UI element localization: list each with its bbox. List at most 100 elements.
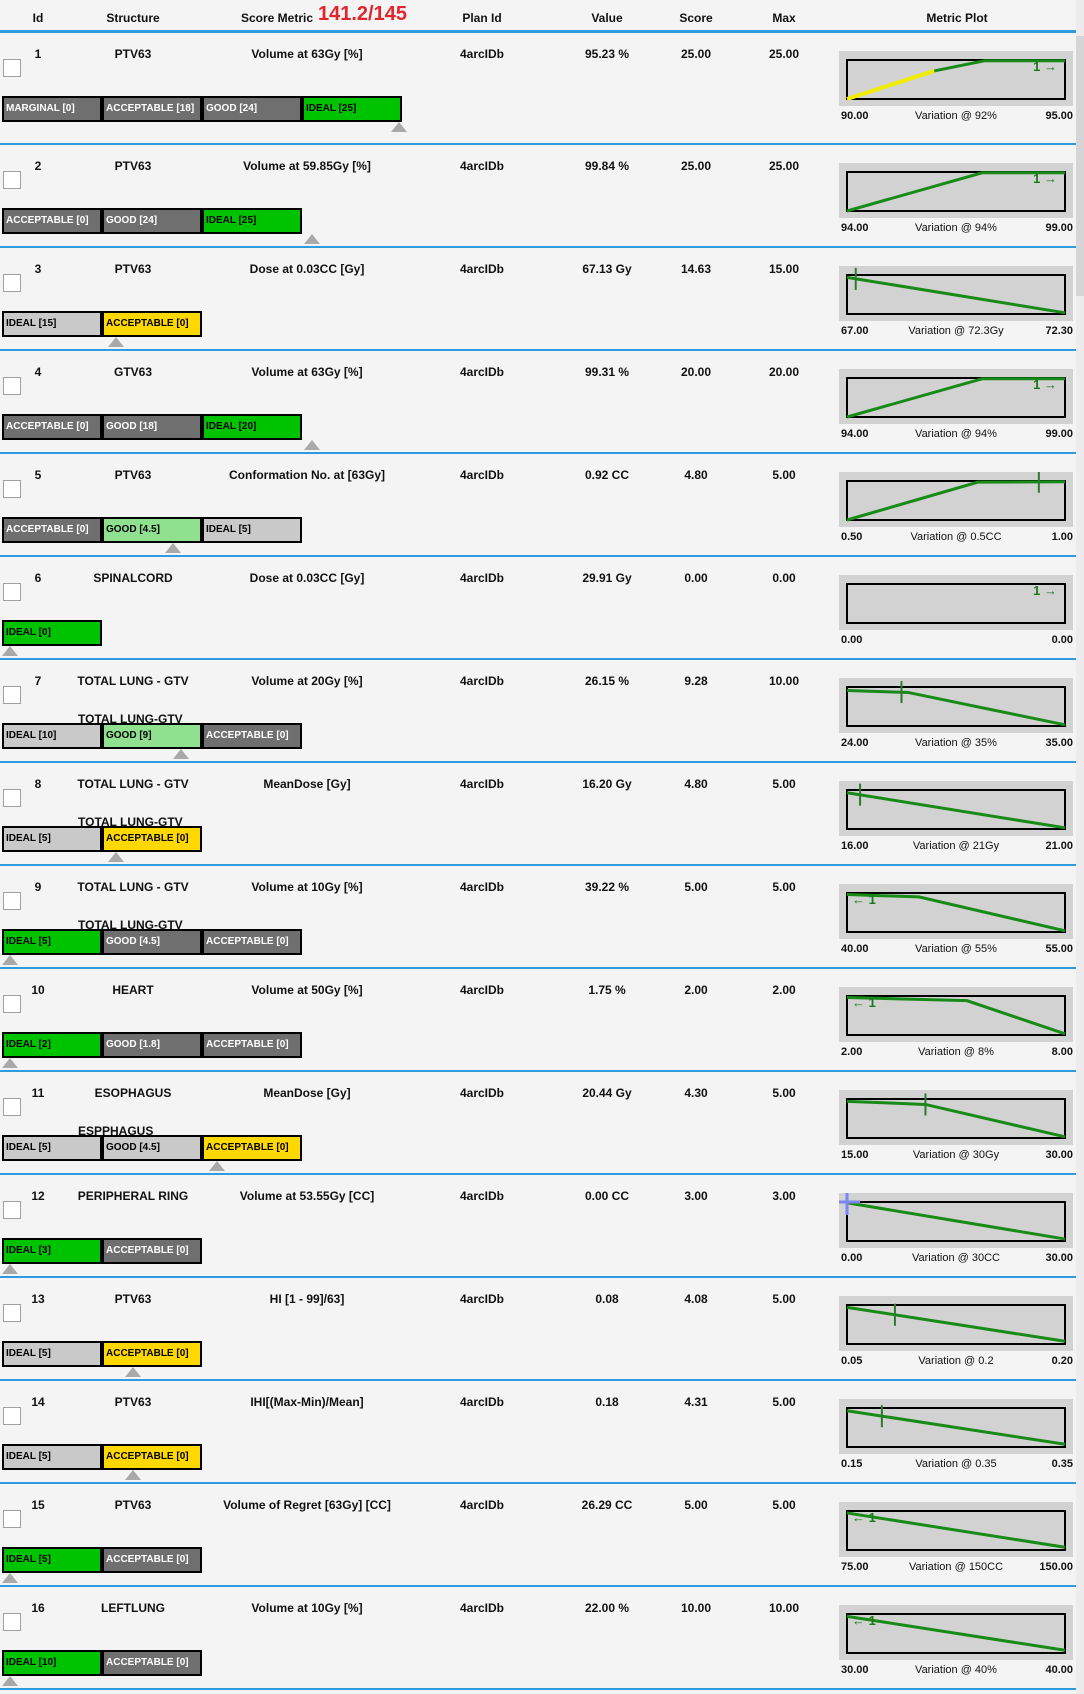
score-range-segment: IDEAL [5]	[2, 929, 102, 955]
score-range-bar: IDEAL [3] ACCEPTABLE [0]	[2, 1238, 202, 1264]
column-header-metric-plot: Metric Plot	[926, 11, 988, 25]
row-max: 25.00	[768, 47, 800, 61]
row-checkbox[interactable]	[3, 377, 21, 395]
row-value: 0.92 CC	[584, 468, 630, 482]
row-plan-id: 4arcIDb	[459, 1292, 505, 1306]
score-range-segment: IDEAL [5]	[202, 517, 302, 543]
metric-plot-labels: 0.00 Variation @ 30CC 30.00	[839, 1252, 1073, 1266]
score-pointer-triangle[interactable]	[108, 337, 124, 347]
score-pointer-triangle[interactable]	[173, 749, 189, 759]
plot-arrow-right-icon: 1 →	[1033, 171, 1057, 186]
scorecard-row: 5 PTV63 Conformation No. at [63Gy] 4arcI…	[0, 454, 1076, 557]
row-score: 4.80	[684, 777, 708, 791]
row-max: 5.00	[772, 1498, 796, 1512]
metric-plot-panel	[839, 1399, 1073, 1454]
row-checkbox[interactable]	[3, 1098, 21, 1116]
score-range-segment: IDEAL [3]	[2, 1238, 102, 1264]
score-pointer-triangle[interactable]	[2, 646, 18, 656]
row-id: 1	[34, 47, 42, 61]
row-value: 20.44 Gy	[582, 1086, 632, 1100]
scorecard-row: 11 ESOPHAGUS ESPPHAGUS MeanDose [Gy] 4ar…	[0, 1072, 1076, 1175]
score-pointer-triangle[interactable]	[2, 1058, 18, 1068]
score-pointer-triangle[interactable]	[2, 1264, 18, 1274]
score-range-segment: GOOD [1.8]	[102, 1032, 202, 1058]
score-pointer-triangle[interactable]	[125, 1367, 141, 1377]
row-checkbox[interactable]	[3, 59, 21, 77]
plot-max-label: 150.00	[1039, 1561, 1073, 1573]
score-pointer-triangle[interactable]	[304, 234, 320, 244]
row-checkbox[interactable]	[3, 583, 21, 601]
row-checkbox[interactable]	[3, 274, 21, 292]
score-range-segment: GOOD [9]	[102, 723, 202, 749]
row-id: 11	[31, 1086, 45, 1100]
score-range-segment: IDEAL [2]	[2, 1032, 102, 1058]
plot-min-label: 2.00	[841, 1046, 863, 1058]
metric-plot-panel	[839, 1090, 1073, 1145]
score-range-segment: ACCEPTABLE [0]	[2, 517, 102, 543]
score-pointer-triangle[interactable]	[2, 955, 18, 965]
score-range-bar: IDEAL [5] ACCEPTABLE [0]	[2, 1444, 202, 1470]
metric-plot-panel: ← 1	[839, 1605, 1073, 1660]
plot-min-label: 67.00	[841, 325, 869, 337]
row-score-metric: Volume at 10Gy [%]	[251, 880, 363, 894]
row-checkbox[interactable]	[3, 171, 21, 189]
score-pointer-triangle[interactable]	[2, 1573, 18, 1583]
row-checkbox[interactable]	[3, 789, 21, 807]
plot-max-label: 99.00	[1045, 222, 1073, 234]
plot-min-label: 30.00	[841, 1664, 869, 1676]
row-checkbox[interactable]	[3, 892, 21, 910]
row-checkbox[interactable]	[3, 1201, 21, 1219]
row-checkbox[interactable]	[3, 1613, 21, 1631]
row-value: 26.29 CC	[581, 1498, 633, 1512]
score-range-segment: ACCEPTABLE [0]	[202, 723, 302, 749]
score-range-segment: IDEAL [25]	[202, 208, 302, 234]
row-max: 5.00	[772, 1086, 796, 1100]
row-checkbox[interactable]	[3, 480, 21, 498]
row-plan-id: 4arcIDb	[459, 1498, 505, 1512]
row-checkbox[interactable]	[3, 1407, 21, 1425]
row-score: 5.00	[684, 880, 708, 894]
row-id: 8	[34, 777, 42, 791]
row-score-metric: Dose at 0.03CC [Gy]	[249, 571, 365, 585]
row-checkbox[interactable]	[3, 1304, 21, 1322]
row-score: 0.00	[684, 571, 708, 585]
score-pointer-triangle[interactable]	[108, 852, 124, 862]
plot-max-label: 8.00	[1051, 1046, 1073, 1058]
vertical-scrollbar[interactable]	[1076, 0, 1084, 1694]
row-checkbox[interactable]	[3, 1510, 21, 1528]
score-pointer-triangle[interactable]	[125, 1470, 141, 1480]
row-value: 99.31 %	[584, 365, 630, 379]
scrollbar-thumb[interactable]	[1076, 36, 1084, 296]
score-range-segment: ACCEPTABLE [0]	[202, 929, 302, 955]
row-id: 9	[34, 880, 42, 894]
score-range-segment: IDEAL [10]	[2, 723, 102, 749]
row-plan-id: 4arcIDb	[459, 159, 505, 173]
scorecard-row: 4 GTV63 Volume at 63Gy [%] 4arcIDb 99.31…	[0, 351, 1076, 454]
column-header-score: Score	[679, 11, 713, 25]
row-structure: GTV63	[113, 365, 153, 379]
row-checkbox[interactable]	[3, 995, 21, 1013]
plot-max-label: 0.00	[1051, 634, 1073, 646]
row-max: 3.00	[772, 1189, 796, 1203]
row-checkbox[interactable]	[3, 686, 21, 704]
metric-plot-labels: 90.00 Variation @ 92% 95.00	[839, 110, 1073, 124]
metric-plot-panel	[839, 1193, 1073, 1248]
plot-min-label: 24.00	[841, 737, 869, 749]
score-pointer-triangle[interactable]	[209, 1161, 225, 1171]
score-range-segment: ACCEPTABLE [0]	[2, 208, 102, 234]
plot-max-label: 72.30	[1045, 325, 1073, 337]
row-structure: HEART	[112, 983, 154, 997]
row-id: 7	[34, 674, 42, 688]
scorecard-row: 14 PTV63 IHI[(Max-Min)/Mean] 4arcIDb 0.1…	[0, 1381, 1076, 1484]
metric-plot-labels: 15.00 Variation @ 30Gy 30.00	[839, 1149, 1073, 1163]
score-pointer-triangle[interactable]	[304, 440, 320, 450]
metric-plot-labels: 0.50 Variation @ 0.5CC 1.00	[839, 531, 1073, 545]
row-value: 67.13 Gy	[582, 262, 632, 276]
row-structure: SPINALCORD	[93, 571, 173, 585]
plot-min-label: 94.00	[841, 428, 869, 440]
score-pointer-triangle[interactable]	[391, 122, 407, 132]
score-pointer-triangle[interactable]	[2, 1676, 18, 1686]
score-pointer-triangle[interactable]	[165, 543, 181, 553]
plot-min-label: 0.50	[841, 531, 863, 543]
plot-max-label: 55.00	[1045, 943, 1073, 955]
